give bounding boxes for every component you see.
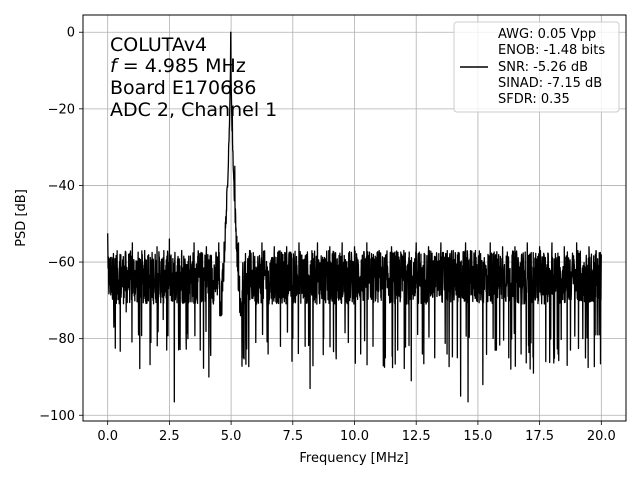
legend-entry-line-3: SNR: -5.26 dB	[498, 60, 588, 75]
annotation-line-4: ADC 2, Channel 1	[110, 99, 277, 121]
x-tick-label: 0.0	[97, 429, 118, 444]
annotation-frequency-value: = 4.985 MHz	[117, 55, 246, 77]
psd-series-line	[107, 31, 602, 403]
y-tick-label: −20	[48, 102, 75, 117]
legend-entry-line-1: AWG: 0.05 Vpp	[498, 27, 596, 42]
y-tick-label: −80	[48, 332, 75, 347]
y-axis-label: PSD [dB]	[14, 189, 29, 247]
x-tick-label: 10.0	[340, 429, 369, 444]
legend-box	[453, 21, 620, 113]
x-tick-label: 17.5	[525, 429, 554, 444]
x-tick-label: 12.5	[402, 429, 431, 444]
annotation-frequency-symbol: f	[110, 55, 120, 77]
x-tick-label: 20.0	[587, 429, 616, 444]
x-axis-label: Frequency [MHz]	[299, 451, 408, 466]
x-tick-label: 2.5	[159, 429, 180, 444]
x-tick-label: 15.0	[463, 429, 492, 444]
annotation-line-1: COLUTAv4	[110, 34, 207, 56]
annotation-line-2: f = 4.985 MHz	[110, 55, 246, 77]
legend-entry-line-5: SFDR: 0.35	[498, 92, 570, 107]
legend: AWG: 0.05 Vpp ENOB: -1.48 bits SNR: -5.2…	[453, 21, 620, 113]
y-axis-ticks: 0 −20 −40 −60 −80 −100	[39, 26, 83, 424]
annotation-block: COLUTAv4 f = 4.985 MHz Board E170686 ADC…	[110, 34, 277, 121]
y-tick-label: 0	[67, 26, 75, 41]
y-tick-label: −60	[48, 256, 75, 271]
legend-entry-line-4: SINAD: -7.15 dB	[498, 76, 602, 91]
x-axis-ticks: 0.0 2.5 5.0 7.5 10.0 12.5 15.0 17.5 20.0	[97, 421, 616, 444]
series-group	[107, 31, 602, 403]
x-tick-label: 5.0	[221, 429, 242, 444]
y-tick-label: −100	[39, 409, 75, 424]
x-tick-label: 7.5	[282, 429, 303, 444]
annotation-line-3: Board E170686	[110, 77, 256, 99]
y-tick-label: −40	[48, 179, 75, 194]
plot-area	[107, 31, 602, 403]
legend-entry-line-2: ENOB: -1.48 bits	[498, 43, 605, 58]
